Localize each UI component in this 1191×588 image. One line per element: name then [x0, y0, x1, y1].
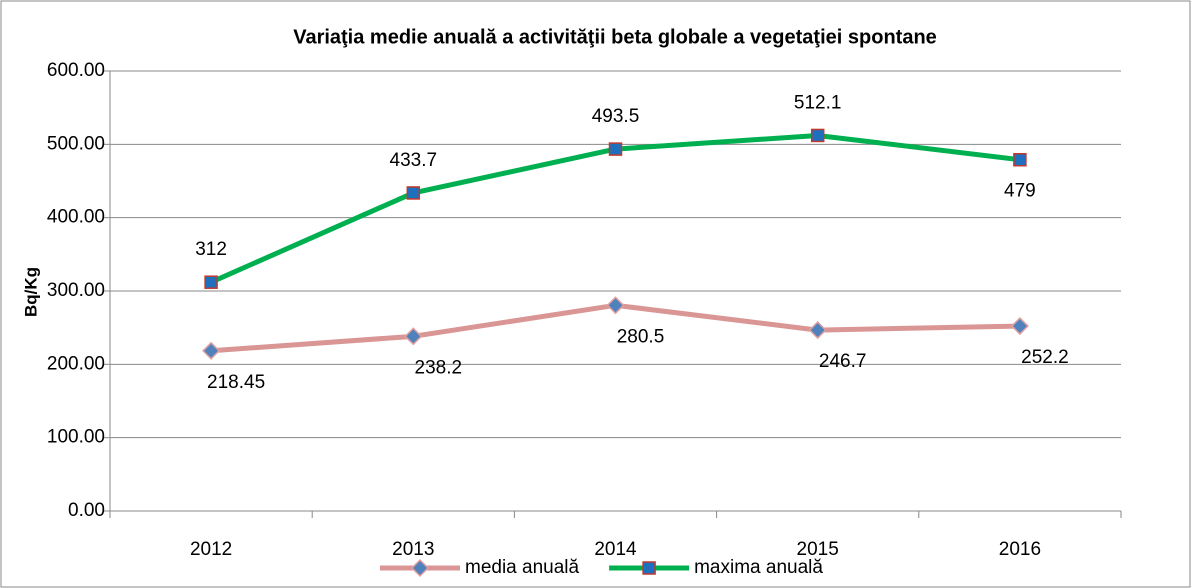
point [404, 327, 423, 346]
data-label: 312 [195, 239, 227, 260]
data-label: 493.5 [592, 106, 640, 127]
point [808, 321, 827, 340]
data-label: 252.2 [1021, 347, 1069, 368]
point [1013, 152, 1027, 167]
data-label: 246.7 [819, 351, 867, 372]
legend-label: media anuală [465, 557, 580, 578]
x-tick-label: 2015 [797, 539, 839, 560]
x-tick-label: 2016 [999, 539, 1041, 560]
data-label: 218.45 [207, 372, 265, 393]
legend-marker [410, 558, 430, 578]
data-label: 280.5 [617, 326, 665, 347]
y-tick-label: 600.00 [47, 60, 105, 81]
legend-marker [642, 561, 656, 575]
y-tick-label: 400.00 [47, 207, 105, 228]
y-tick-label: 200.00 [47, 353, 105, 374]
data-label: 433.7 [390, 150, 438, 171]
point [406, 186, 421, 200]
data-label: 512.1 [794, 92, 842, 113]
y-tick-label: 100.00 [47, 427, 105, 448]
y-axis-label: Bq/Kg [21, 267, 40, 317]
y-tick-label: 0.00 [68, 500, 105, 521]
legend-label: maxima anuală [694, 557, 823, 578]
point [204, 275, 218, 289]
chart-title: Variaţia medie anuală a activităţii beta… [293, 26, 937, 48]
point [608, 142, 623, 156]
data-label: 238.2 [415, 357, 463, 378]
point [810, 128, 825, 143]
y-tick-label: 500.00 [47, 133, 105, 154]
point [202, 341, 221, 360]
data-label: 479 [1004, 181, 1036, 202]
x-tick-label: 2012 [190, 539, 232, 560]
point [1010, 316, 1029, 336]
x-tick-label: 2013 [392, 539, 434, 560]
y-tick-label: 300.00 [47, 280, 105, 301]
x-tick-label: 2014 [594, 539, 637, 560]
point [606, 296, 625, 315]
